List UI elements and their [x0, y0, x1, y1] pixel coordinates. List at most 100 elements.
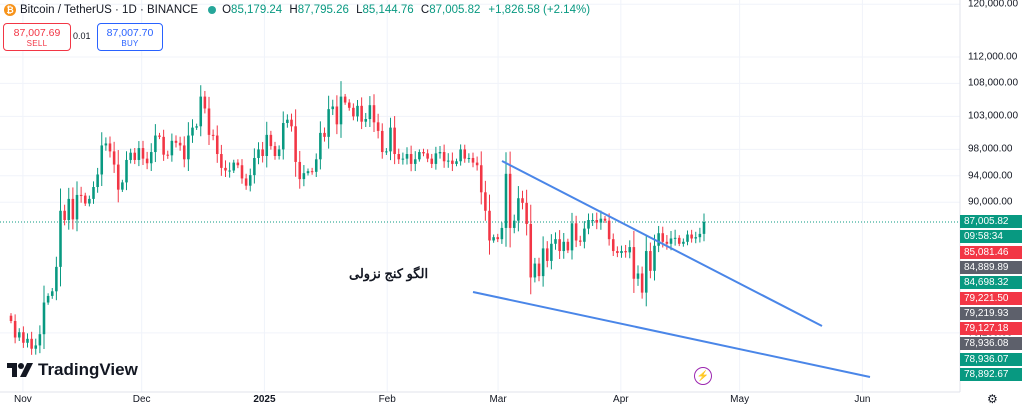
candle-body — [603, 218, 607, 221]
chart-header: ₿ Bitcoin / TetherUS · 1D · BINANCE O85,… — [4, 2, 590, 18]
candle-body — [558, 239, 561, 252]
open-value: 85,179.24 — [231, 4, 283, 16]
candle-body — [389, 127, 392, 152]
tradingview-logo[interactable]: TradingView — [6, 360, 138, 380]
candle-body — [628, 247, 632, 253]
candle-body — [162, 136, 165, 155]
candle-body — [356, 105, 359, 117]
lightning-icon[interactable]: ⚡ — [694, 367, 712, 385]
candle-body — [224, 167, 227, 171]
candle-body — [187, 135, 190, 160]
price-label: 79,219.93 — [960, 306, 1022, 320]
candle-body — [17, 332, 21, 338]
candle-body — [591, 220, 594, 222]
candle-body — [158, 135, 161, 137]
high-label: H — [289, 4, 298, 16]
candle-body — [422, 152, 425, 154]
candle-body — [286, 119, 289, 123]
candle-body — [195, 126, 198, 128]
candle-body — [215, 135, 219, 155]
candle-body — [191, 127, 194, 136]
candle-body — [112, 151, 116, 165]
candle-body — [488, 210, 491, 241]
candle-body — [244, 178, 248, 186]
candle-body — [298, 161, 302, 180]
candle-body — [170, 140, 174, 156]
candle-body — [211, 134, 215, 136]
candle-body — [38, 334, 42, 346]
candle-body — [492, 237, 495, 241]
candle-body — [257, 149, 260, 158]
close-label: C — [420, 4, 430, 16]
candle-body — [698, 233, 702, 238]
candle-body — [281, 123, 285, 150]
buy-label: BUY — [121, 38, 139, 48]
buy-button[interactable]: 87,007.70 BUY — [97, 23, 163, 51]
candle-body — [92, 187, 95, 199]
x-tick-label: Mar — [489, 394, 507, 405]
candle-body — [79, 194, 83, 196]
settings-gear-icon[interactable]: ⚙ — [987, 392, 998, 406]
candle-body — [512, 220, 516, 228]
candle-body — [129, 152, 132, 160]
candle-body — [335, 106, 339, 125]
symbol-title[interactable]: Bitcoin / TetherUS · 1D · BINANCE — [20, 4, 199, 16]
candle-body — [677, 237, 681, 244]
candle-body — [372, 105, 376, 123]
candle-body — [649, 251, 652, 271]
x-tick-label: Nov — [13, 394, 32, 405]
candle-body — [525, 202, 528, 224]
candle-body — [632, 247, 636, 279]
candle-body — [347, 102, 351, 108]
candle-body — [253, 157, 256, 176]
tradingview-logo-text: TradingView — [38, 360, 138, 379]
candle-body — [644, 251, 648, 293]
candle-body — [661, 233, 665, 242]
x-tick-label: Dec — [132, 394, 151, 405]
price-label: 85,081.46 — [960, 245, 1022, 259]
grid-lines — [0, 0, 960, 392]
candle-body — [434, 153, 438, 164]
candle-body — [413, 159, 417, 164]
price-label: 78,936.08 — [960, 337, 1022, 351]
candle-body — [26, 338, 29, 343]
candle-body — [471, 157, 475, 163]
candle-body — [463, 149, 467, 159]
sell-label: SELL — [26, 38, 48, 48]
price-label: 87,005.82 — [960, 215, 1022, 228]
buy-price: 87,007.70 — [106, 26, 154, 39]
market-status-icon — [208, 6, 217, 14]
candle-body — [587, 220, 590, 229]
candle-body — [125, 159, 128, 183]
x-tick-label: Apr — [613, 394, 629, 405]
price-label: 09:58:34 — [960, 230, 1022, 244]
candle-body — [232, 162, 236, 171]
candle-body — [178, 142, 182, 146]
candle-body — [368, 105, 372, 120]
candle-body — [418, 152, 421, 160]
candle-body — [30, 338, 33, 349]
candle-body — [174, 140, 178, 143]
x-tick-label: Feb — [378, 394, 396, 405]
candle-body — [446, 160, 450, 162]
candle-body — [405, 154, 409, 159]
candle-body — [339, 96, 343, 125]
candle-body — [562, 241, 566, 252]
candle-body — [67, 198, 71, 221]
candle-body — [537, 263, 541, 277]
pattern-annotation: الگو کنج نزولی — [349, 266, 429, 281]
candle-body — [154, 135, 157, 153]
candle-body — [578, 240, 582, 242]
candle-body — [500, 227, 504, 240]
candle-body — [22, 332, 25, 343]
candle-body — [595, 220, 599, 223]
bitcoin-icon: ₿ — [4, 4, 16, 16]
candle-body — [121, 182, 124, 190]
candle-body — [574, 223, 578, 241]
candle-body — [616, 251, 619, 254]
candle-body — [475, 162, 479, 166]
candle-body — [71, 198, 75, 220]
sell-button[interactable]: 87,007.69 SELL — [3, 23, 71, 51]
y-tick-label: 120,000.00 — [968, 0, 1019, 10]
